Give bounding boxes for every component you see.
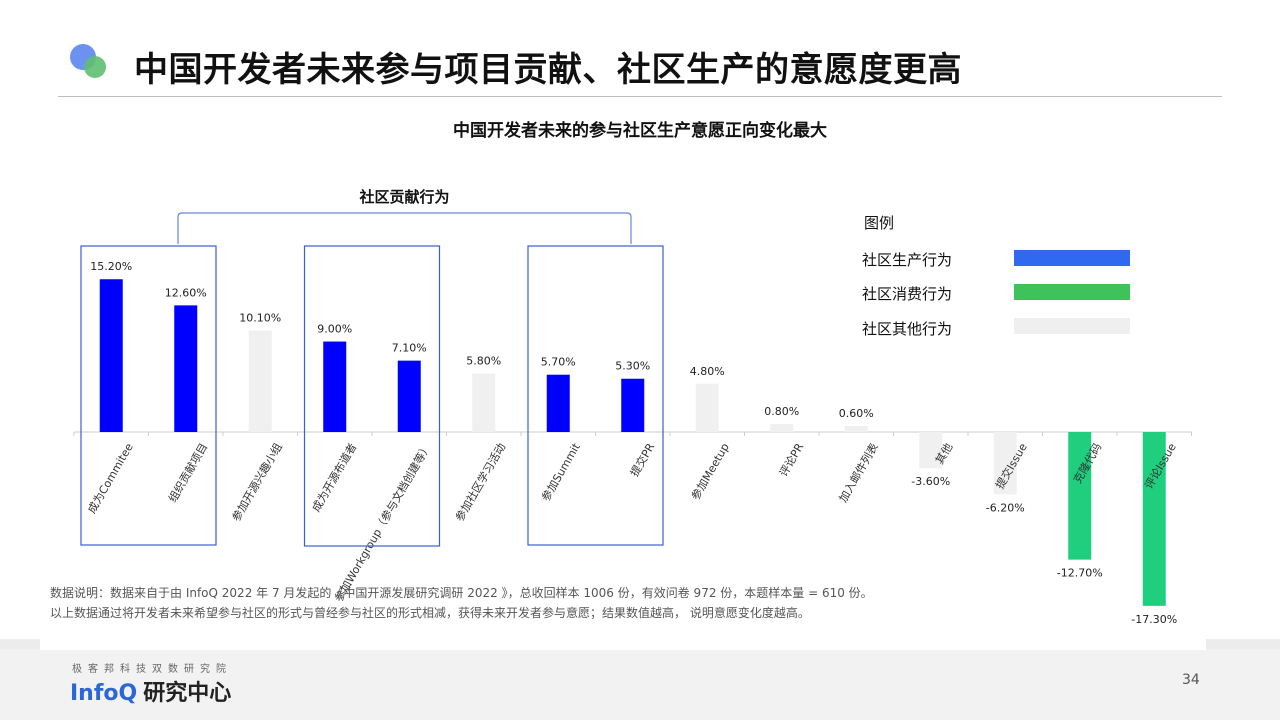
bar (844, 425, 868, 432)
bar (919, 432, 943, 469)
page-number: 34 (1182, 672, 1200, 688)
category-label: 提交PR (627, 440, 657, 479)
value-label: -3.60% (911, 475, 950, 488)
title-divider (58, 96, 1222, 97)
value-label: -12.70% (1057, 567, 1103, 580)
value-label: -6.20% (986, 501, 1025, 514)
legend-swatch (1014, 284, 1130, 300)
title-decoration-dot (84, 56, 106, 78)
org-name: 极客邦科技双数研究院 (72, 664, 232, 675)
legend-label: 社区其他行为 (862, 320, 953, 338)
highlight-box (303, 245, 441, 547)
value-label: 15.20% (90, 260, 132, 273)
category-label: 参加开源兴趣小组 (229, 441, 285, 524)
infoq-logo: InfoQ 研究中心 (70, 675, 231, 707)
category-label: 成为Commitee (85, 441, 136, 516)
value-label: 12.60% (165, 286, 207, 299)
footer-divider (40, 639, 1206, 650)
bar (621, 378, 645, 432)
data-source-note: 数据说明：数据来自于由 InfoQ 2022 年 7 月发起的《中国开源发展研究… (50, 586, 873, 600)
bar (695, 383, 719, 432)
bar (174, 305, 198, 432)
annotation-bracket (177, 212, 632, 244)
category-label: 评论PR (776, 440, 806, 479)
value-label: 5.80% (466, 355, 501, 368)
bar (323, 341, 347, 432)
legend-label: 社区消费行为 (862, 285, 953, 303)
bar (397, 360, 421, 432)
bar (99, 279, 123, 432)
category-label: 参加Summit (538, 440, 583, 504)
bar (1068, 432, 1092, 560)
category-label: 参加社区学习活动 (452, 441, 508, 524)
category-label: 加入邮件列表 (836, 441, 881, 505)
legend-title: 图例 (864, 214, 895, 232)
bar (1142, 432, 1166, 606)
highlight-box (80, 245, 217, 546)
footer: 极客邦科技双数研究院 InfoQ 研究中心 34 (0, 639, 1280, 720)
category-label: 成为开源布道者 (309, 441, 360, 515)
bar (472, 373, 496, 432)
value-label: 9.00% (317, 323, 352, 336)
category-label: 参加Meetup (688, 440, 732, 502)
highlight-box (527, 245, 664, 546)
legend-swatch (1014, 250, 1130, 266)
legend-label: 社区生产行为 (862, 251, 953, 269)
bar (546, 374, 570, 432)
bar (248, 330, 272, 432)
chart-title: 中国开发者未来的参与社区生产意愿正向变化最大 (453, 121, 827, 141)
logo-suffix: 研究中心 (143, 681, 232, 706)
value-label: 10.10% (239, 311, 281, 324)
value-label: 0.80% (764, 405, 799, 418)
logo-brand: InfoQ (70, 681, 138, 706)
bar (770, 423, 794, 432)
bar (993, 432, 1017, 495)
value-label: 4.80% (690, 365, 725, 378)
bar-chart: 15.20% 成为Commitee 12.60% 组织贡献项目 10.10% 参加开源兴趣… (73, 188, 1192, 626)
data-method-note: 以上数据通过将开发者未来希望参与社区的形式与曾经参与社区的形式相减，获得未来开发… (50, 606, 810, 620)
page-title: 中国开发者未来参与项目贡献、社区生产的意愿度更高 (134, 50, 962, 90)
value-label: 0.60% (839, 407, 874, 420)
value-label: 7.10% (392, 342, 427, 355)
value-label: -17.30% (1131, 613, 1177, 626)
value-label: 5.70% (541, 356, 576, 369)
annotation-label: 社区贡献行为 (358, 188, 449, 206)
legend-swatch (1014, 318, 1130, 334)
value-label: 5.30% (615, 360, 650, 373)
category-label: 组织贡献项目 (165, 441, 210, 505)
